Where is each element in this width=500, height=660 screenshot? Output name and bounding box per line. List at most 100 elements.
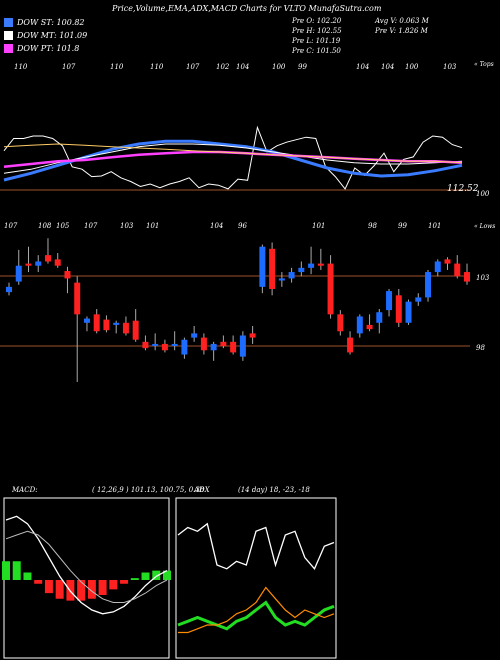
candle-body (230, 341, 237, 353)
candle-body (210, 343, 217, 351)
adx-params: (14 day) 18, -23, -18 (238, 486, 310, 494)
tops-label: 110 (150, 63, 164, 71)
lows-label: 103 (120, 222, 134, 230)
candle-body (25, 263, 32, 266)
chart-title: Price,Volume,EMA,ADX,MACD Charts for VLT… (112, 4, 382, 13)
tops-label: 100 (405, 63, 419, 71)
adx-line (177, 600, 335, 631)
candle-body (113, 322, 120, 325)
tops-label: 99 (298, 63, 307, 71)
prev-open: Pre O: 102.20 (292, 17, 342, 25)
macd-histogram-bar (141, 572, 150, 580)
candle-body (259, 246, 266, 287)
price-label: 112.52 (447, 184, 479, 194)
lows-label: 107 (4, 222, 18, 230)
macd-histogram-bar (98, 580, 107, 595)
candle-body (278, 278, 285, 281)
macd-histogram-bar (163, 570, 171, 580)
candle-body (44, 255, 51, 262)
candle-body (317, 263, 324, 266)
right-label-98: 98 (476, 344, 485, 352)
macd-histogram-bar (77, 580, 86, 601)
candle-body (347, 337, 354, 353)
legend-swatch-white (4, 31, 13, 40)
tops-label: 103 (443, 63, 457, 71)
candle-body (142, 341, 149, 349)
candle-body (327, 263, 334, 315)
lows-label: 101 (312, 222, 325, 230)
candle-body (434, 261, 441, 273)
legend-swatch-blue (4, 18, 13, 27)
macd-title: MACD: (11, 486, 38, 494)
candle-body (35, 261, 42, 266)
prev-high: Pre H: 102.55 (292, 27, 342, 35)
macd-histogram-bar (120, 580, 129, 584)
adx-title: ADX (193, 486, 211, 494)
adx-box (175, 497, 337, 659)
candle-body (356, 316, 363, 334)
candle-body (415, 297, 422, 302)
legend-label: DOW ST: 100.82 (17, 18, 85, 27)
ema-mid-line (3, 143, 463, 174)
tops-label: 104 (381, 63, 394, 71)
ema-long-line (3, 143, 463, 164)
candle-body (366, 324, 373, 330)
adx-diminus-line (178, 586, 335, 634)
legend-label: DOW PT: 101.8 (17, 44, 80, 53)
candle-body (386, 291, 393, 311)
candle-body (64, 271, 71, 279)
macd-histogram-bar (130, 578, 139, 580)
right-label-103: 103 (476, 274, 490, 282)
candle-body (288, 272, 295, 279)
candle-body (171, 343, 178, 347)
legend-ema-mt: DOW MT: 101.09 (4, 31, 87, 40)
legend-swatch-magenta (4, 44, 13, 53)
macd-box (3, 497, 170, 659)
macd-histogram-bar (2, 561, 10, 580)
candle-body (132, 320, 139, 340)
candle-body (454, 263, 461, 277)
tops-title: « Tops (474, 61, 494, 68)
macd-histogram-bar (44, 580, 53, 594)
tops-label: 100 (272, 63, 286, 71)
candle-body (6, 286, 12, 293)
candle-body (103, 319, 110, 331)
price-sublabel: 100 (476, 190, 490, 198)
candle-body (93, 314, 100, 332)
macd-histogram-bar (55, 580, 64, 599)
candle-body (249, 333, 256, 338)
macd-histogram-bar (109, 580, 118, 590)
lows-label: 104 (210, 222, 223, 230)
candle-body (464, 272, 470, 282)
macd-histogram-bar (34, 580, 43, 584)
prev-low: Pre L: 101.19 (292, 37, 341, 45)
candle-body (376, 312, 383, 323)
candle-body (425, 272, 432, 298)
lows-label: 101 (428, 222, 441, 230)
signal-line (5, 530, 168, 603)
macd-histogram-bar (87, 580, 96, 599)
candle-body (405, 301, 412, 323)
tops-label: 107 (62, 63, 76, 71)
macd-params: ( 12,26,9 ) 101.13, 100.75, 0.38 (92, 486, 205, 494)
candle-body (444, 259, 451, 264)
lows-label: 96 (238, 222, 247, 230)
candle-body (54, 259, 61, 266)
candle-body (83, 318, 90, 323)
candle-body (308, 263, 315, 268)
candle-body (191, 333, 198, 338)
adx-diplus-line (177, 522, 335, 571)
legend-ema-pt: DOW PT: 101.8 (4, 44, 79, 53)
lows-label: 98 (368, 222, 377, 230)
tops-label: 104 (236, 63, 249, 71)
tops-label: 107 (186, 63, 200, 71)
lows-title: « Lows (474, 223, 495, 230)
candle-body (181, 339, 188, 355)
macd-histogram-bar (12, 561, 21, 580)
legend-ema-st: DOW ST: 100.82 (4, 18, 85, 27)
lows-label: 105 (56, 222, 70, 230)
candle-body (239, 335, 246, 357)
macd-histogram-bar (23, 572, 32, 580)
tops-label: 110 (14, 63, 28, 71)
